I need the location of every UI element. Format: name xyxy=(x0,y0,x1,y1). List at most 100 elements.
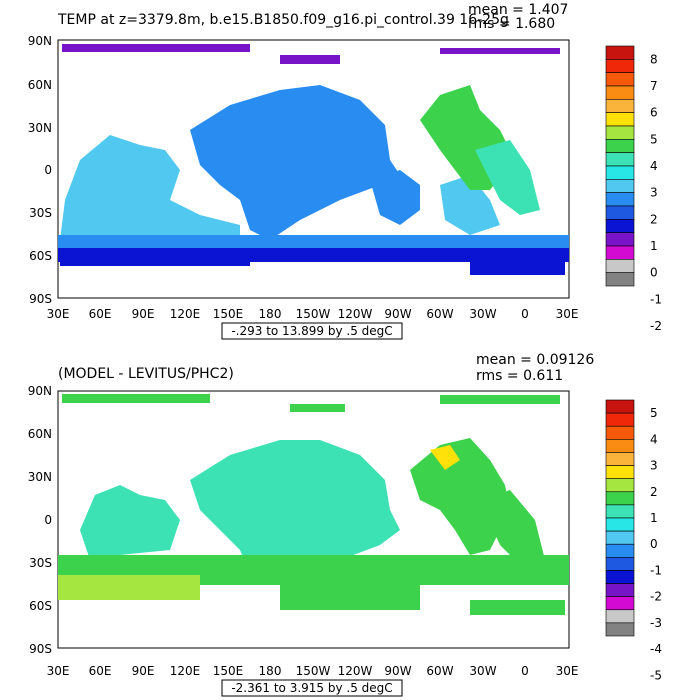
colorbar-label: -2 xyxy=(650,590,662,604)
colorbar-swatch xyxy=(605,465,635,479)
colorbar-swatch xyxy=(605,439,635,453)
lon-label: 120W xyxy=(338,307,373,321)
lat-label: 30N xyxy=(28,121,52,135)
panel-1-range-box xyxy=(221,322,403,340)
colorbar-swatch xyxy=(605,232,635,247)
lat-label: 90N xyxy=(28,384,52,398)
colorbar-label: 2 xyxy=(650,212,658,226)
colorbar-swatch xyxy=(605,205,635,220)
lon-label: 30E xyxy=(47,307,70,321)
lat-label: 0 xyxy=(44,513,52,527)
colorbar-swatch xyxy=(605,596,635,611)
colorbar-swatch xyxy=(605,85,635,100)
colorbar-swatch xyxy=(605,399,635,414)
colorbar-swatch xyxy=(605,272,635,287)
lon-label: 30W xyxy=(469,664,496,678)
panel-1-mean: mean = 1.407 xyxy=(468,2,568,18)
colorbar-swatch xyxy=(605,72,635,87)
colorbar-swatch xyxy=(605,152,635,167)
colorbar-label: 4 xyxy=(650,159,658,173)
lat-label: 60S xyxy=(29,599,52,613)
colorbar-swatch xyxy=(605,570,635,584)
colorbar-swatch xyxy=(605,412,635,427)
lat-label: 30S xyxy=(29,556,52,570)
colorbar-swatch xyxy=(605,583,635,597)
lat-label: 90S xyxy=(29,292,52,306)
panel-2-colorbar xyxy=(605,399,635,637)
lon-label: 90W xyxy=(384,664,411,678)
colorbar-label: 5 xyxy=(650,406,658,420)
lat-label: 60N xyxy=(28,78,52,92)
colorbar-swatch xyxy=(605,609,635,624)
lat-label: 60N xyxy=(28,427,52,441)
lon-label: 150W xyxy=(296,307,331,321)
colorbar-label: 2 xyxy=(650,485,658,499)
lon-label: 150E xyxy=(213,664,244,678)
lon-label: 120E xyxy=(170,664,201,678)
panel-1-rms: rms = 1.680 xyxy=(468,16,555,32)
colorbar-swatch xyxy=(605,245,635,260)
lat-label: 30N xyxy=(28,470,52,484)
colorbar-swatch xyxy=(605,192,635,207)
colorbar-swatch xyxy=(605,99,635,113)
colorbar-label: 6 xyxy=(650,106,658,120)
lon-label: 150W xyxy=(296,664,331,678)
colorbar-label: 5 xyxy=(650,132,658,146)
panel-2-lat-axis: 90N 60N 30N 0 30S 60S 90S xyxy=(28,384,52,656)
lat-label: 90S xyxy=(29,642,52,656)
colorbar-swatch xyxy=(605,543,635,558)
colorbar-label: 0 xyxy=(650,537,658,551)
colorbar-swatch xyxy=(605,530,635,545)
panel-2-lon-axis: 30E 60E 90E 120E 150E 180 150W 120W 90W … xyxy=(47,664,579,678)
colorbar-label: 8 xyxy=(650,52,658,66)
colorbar-swatch xyxy=(605,112,635,127)
lon-label: 30W xyxy=(469,307,496,321)
colorbar-label: 4 xyxy=(650,432,658,446)
lon-label: 90E xyxy=(132,664,155,678)
panel-2-colorbar-labels: 5 4 3 2 1 0 -1 -2 -3 -4 -5 xyxy=(650,406,662,682)
panel-1: TEMP at z=3379.8m, b.e15.B1850.f09_g16.p… xyxy=(28,2,662,340)
colorbar-swatch xyxy=(605,219,635,233)
colorbar-swatch xyxy=(605,478,635,493)
colorbar-label: 1 xyxy=(650,511,658,525)
panel-1-colorbar xyxy=(605,45,635,287)
colorbar-swatch xyxy=(605,517,635,532)
colorbar-swatch xyxy=(605,491,635,506)
panel-1-range: -.293 to 13.899 by .5 degC xyxy=(231,324,392,338)
panel-2-ocean-field xyxy=(58,394,569,615)
lon-label: 60W xyxy=(426,664,453,678)
colorbar-swatch xyxy=(605,622,635,637)
lon-label: 60E xyxy=(89,664,112,678)
colorbar-swatch xyxy=(605,165,635,180)
panel-1-title: TEMP at z=3379.8m, b.e15.B1850.f09_g16.p… xyxy=(57,12,509,28)
colorbar-label: 3 xyxy=(650,186,658,200)
colorbar-label: -5 xyxy=(650,668,662,682)
lon-label: 120E xyxy=(170,307,201,321)
lat-label: 30S xyxy=(29,206,52,220)
lon-label: 0 xyxy=(521,664,529,678)
panel-2-mean: mean = 0.09126 xyxy=(476,352,594,368)
colorbar-label: -4 xyxy=(650,642,662,656)
colorbar-swatch xyxy=(605,125,635,140)
colorbar-label: 7 xyxy=(650,79,658,93)
colorbar-swatch xyxy=(605,557,635,571)
colorbar-swatch xyxy=(605,425,635,440)
panel-1-colorbar-labels: 8 7 6 5 4 3 2 1 0 -1 -2 xyxy=(650,52,662,333)
lon-label: 150E xyxy=(213,307,244,321)
lon-label: 0 xyxy=(521,307,529,321)
lon-label: 180 xyxy=(259,664,282,678)
colorbar-swatch xyxy=(605,179,635,193)
panel-2-range-box xyxy=(221,679,403,697)
colorbar-swatch xyxy=(605,259,635,273)
lon-label: 60E xyxy=(89,307,112,321)
panel-1-lat-axis: 90N 60N 30N 0 30S 60S 90S xyxy=(28,34,52,306)
colorbar-swatch xyxy=(605,139,635,153)
panel-2: (MODEL - LEVITUS/PHC2) mean = 0.09126 rm… xyxy=(28,352,662,697)
panel-1-ocean-field xyxy=(58,44,569,275)
colorbar-label: -1 xyxy=(650,292,662,306)
colorbar-label: 0 xyxy=(650,266,658,280)
lon-label: 120W xyxy=(338,664,373,678)
panel-2-rms: rms = 0.611 xyxy=(476,368,563,384)
lon-label: 90W xyxy=(384,307,411,321)
